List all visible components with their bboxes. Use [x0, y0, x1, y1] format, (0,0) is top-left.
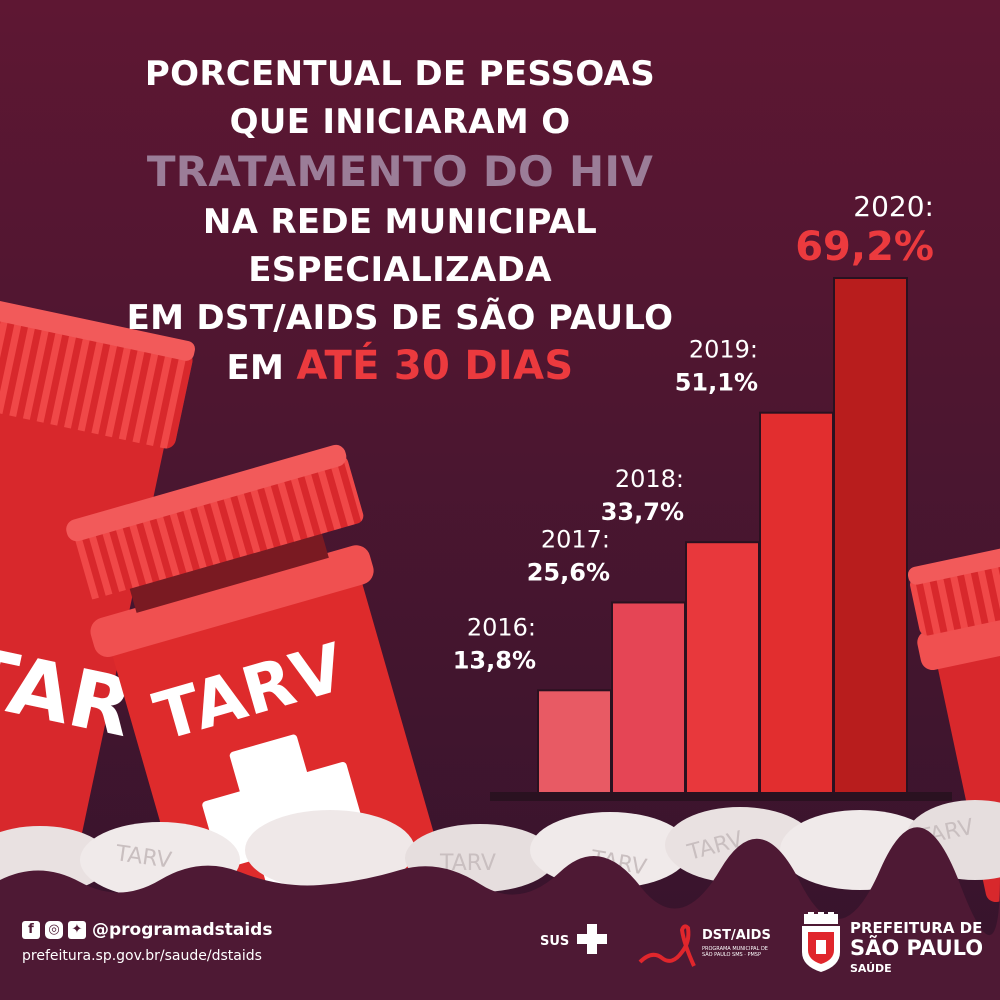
city-logo-line-1: PREFEITURA DE: [850, 919, 983, 937]
value-label-2017: 25,6%: [527, 558, 610, 586]
bar-2019: [759, 411, 834, 794]
value-label-2018: 33,7%: [601, 498, 684, 526]
city-logo-line-3: SAÚDE: [850, 962, 892, 975]
city-logo-line-2: SÃO PAULO: [850, 936, 984, 960]
headline: PORCENTUAL DE PESSOAS QUE INICIARAM O TR…: [100, 50, 700, 392]
city-coat-of-arms-icon: [802, 912, 840, 972]
year-label-2018: 2018:: [615, 465, 684, 493]
headline-line-7: EM ATÉ 30 DIAS: [100, 342, 700, 392]
year-label-2019: 2019:: [689, 336, 758, 364]
sus-logo-text: SUS: [540, 934, 570, 949]
website-link[interactable]: prefeitura.sp.gov.br/saude/dstaids: [22, 948, 262, 964]
year-label-2017: 2017:: [541, 525, 610, 553]
headline-line-1: PORCENTUAL DE PESSOAS: [144, 54, 656, 94]
bar-2018: [685, 541, 760, 795]
headline-line-4: NA REDE MUNICIPAL: [202, 202, 598, 242]
headline-line-5: ESPECIALIZADA: [248, 250, 552, 290]
value-label-2016: 13,8%: [453, 646, 536, 674]
dstaids-logo-subtitle: PROGRAMA MUNICIPAL DE SÃO PAULO SMS · PM…: [702, 946, 768, 958]
instagram-icon[interactable]: ◎: [45, 921, 63, 939]
bar-2016: [537, 689, 612, 794]
twitter-icon[interactable]: ✦: [68, 921, 86, 939]
headline-line-7-highlight: ATÉ 30 DIAS: [296, 343, 574, 389]
value-label-2020: 69,2%: [795, 224, 934, 270]
sus-cross-icon: [577, 924, 607, 954]
dstaids-logo-title: DST/AIDS: [702, 928, 771, 943]
red-ribbon-icon: [638, 924, 696, 967]
footer-wave: [0, 827, 1000, 1000]
value-label-2019: 51,1%: [675, 369, 758, 397]
bar-2020: [833, 277, 908, 794]
bar-2017: [611, 601, 686, 795]
year-label-2020: 2020:: [853, 190, 934, 223]
x-axis-baseline: [490, 792, 952, 801]
bottle-center: TARV: [66, 444, 446, 952]
headline-line-2: QUE INICIARAM O: [229, 102, 571, 142]
headline-line-3: TRATAMENTO DO HIV: [146, 147, 654, 196]
headline-line-7-prefix: EM: [226, 348, 285, 388]
year-label-2016: 2016:: [467, 613, 536, 641]
social-handle[interactable]: @programadstaids: [92, 920, 273, 940]
headline-line-6: EM DST/AIDS DE SÃO PAULO: [126, 298, 674, 338]
facebook-icon[interactable]: f: [22, 921, 40, 939]
